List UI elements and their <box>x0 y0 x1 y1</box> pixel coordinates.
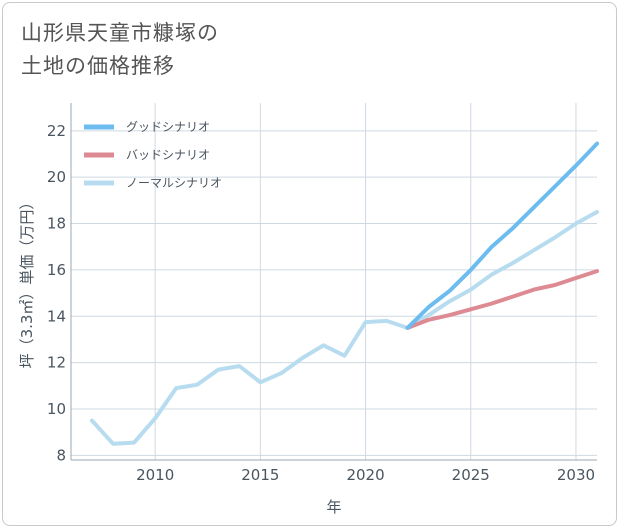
chart-title-line-1: 山形県天童市糠塚の <box>21 21 219 45</box>
legend-label-0: グッドシナリオ <box>126 120 210 134</box>
x-tick-label: 2030 <box>557 466 595 484</box>
chart-title: 山形県天童市糠塚の 土地の価格推移 <box>21 17 219 83</box>
y-axis-title: 坪（3.3㎡）単価（万円） <box>18 195 36 369</box>
y-tick-label: 14 <box>47 307 66 325</box>
x-tick-label: 2025 <box>452 466 490 484</box>
series-line-0 <box>405 141 599 330</box>
axes <box>70 103 597 461</box>
y-tick-label: 16 <box>47 261 66 279</box>
y-tick-label: 10 <box>47 400 66 418</box>
tick-labels: 8 10 12 14 16 18 20 22 2010 2015 2020 2025 2030 <box>47 122 595 484</box>
grid <box>71 103 597 460</box>
legend-label-1: バッドシナリオ <box>126 148 210 162</box>
x-tick-label: 2010 <box>136 466 174 484</box>
y-tick-label: 20 <box>47 168 66 186</box>
y-tick-label: 22 <box>47 122 66 140</box>
legend-label-2: ノーマルシナリオ <box>126 176 222 190</box>
series-line-2 <box>90 210 599 446</box>
x-axis-title: 年 <box>326 498 341 516</box>
series-line-1 <box>405 269 599 330</box>
chart-title-line-2: 土地の価格推移 <box>21 54 175 78</box>
series-lines <box>90 141 599 446</box>
y-tick-label: 18 <box>47 215 66 233</box>
x-tick-label: 2020 <box>346 466 384 484</box>
y-tick-label: 8 <box>56 446 66 464</box>
x-tick-label: 2015 <box>241 466 279 484</box>
y-tick-label: 12 <box>47 354 66 372</box>
